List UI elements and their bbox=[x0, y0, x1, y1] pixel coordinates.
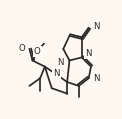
Text: O: O bbox=[19, 44, 26, 53]
Text: N: N bbox=[85, 49, 91, 58]
Text: N: N bbox=[53, 69, 60, 78]
Text: N: N bbox=[93, 22, 100, 31]
Text: N: N bbox=[58, 57, 64, 67]
Text: O: O bbox=[34, 47, 41, 56]
Text: N: N bbox=[93, 74, 100, 83]
